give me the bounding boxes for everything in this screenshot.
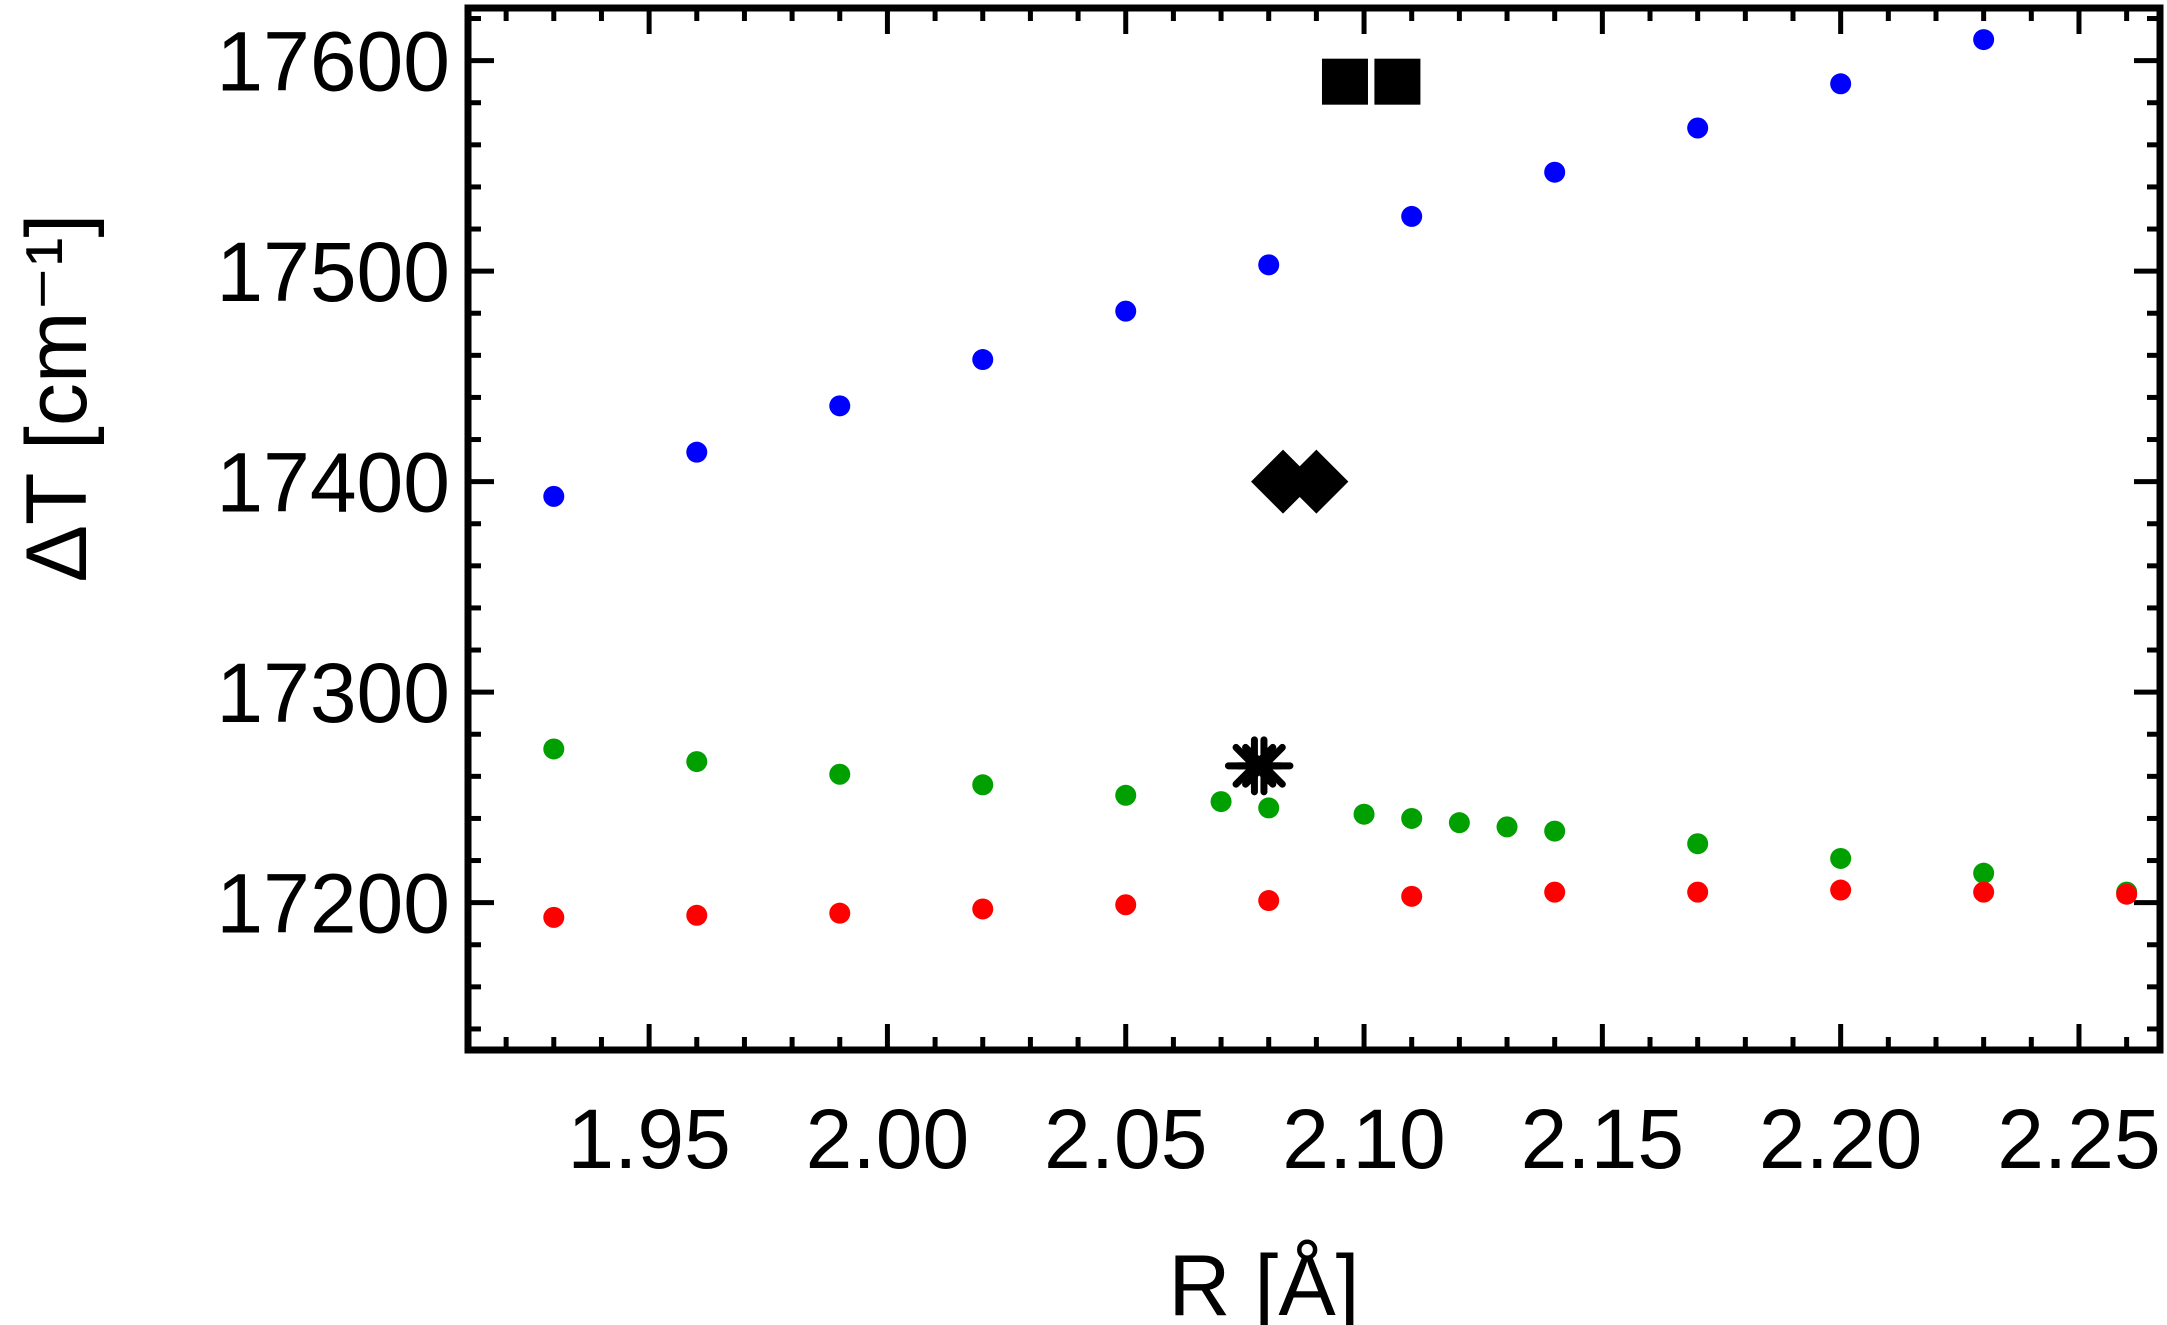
data-point: [1115, 894, 1137, 916]
data-point: [1496, 816, 1518, 838]
data-point: [1687, 833, 1709, 855]
diamond-marker: [1251, 449, 1316, 514]
data-point: [1544, 881, 1566, 903]
diamond-markers: [1251, 449, 1349, 514]
data-point: [2116, 883, 2138, 905]
x-tick-label: 2.00: [806, 1092, 970, 1186]
series-0: [543, 29, 1995, 507]
data-point: [972, 349, 994, 371]
data-point: [972, 774, 994, 796]
y-axis-title: ΔT [cm⁻¹]: [9, 214, 105, 583]
data-point: [1830, 847, 1852, 869]
data-point: [1258, 797, 1280, 819]
x-axis-tick-labels: 1.95 2.00 2.05 2.10 2.15 2.20 2.25: [567, 1092, 2160, 1186]
data-point: [1544, 161, 1566, 183]
data-point: [829, 395, 851, 417]
reference-markers: [1224, 58, 1421, 796]
diamond-marker: [1284, 449, 1349, 514]
y-tick-label: 17500: [216, 225, 450, 319]
data-point: [1401, 205, 1423, 227]
x-axis-title: R [Å]: [1168, 1238, 1359, 1325]
data-point: [1830, 879, 1852, 901]
x-tick-label: 2.20: [1759, 1092, 1923, 1186]
y-tick-label: 17400: [216, 436, 450, 530]
y-axis-tick-labels: 17200 17300 17400 17500 17600: [216, 15, 450, 951]
x-tick-label: 2.15: [1521, 1092, 1685, 1186]
data-point: [1973, 862, 1995, 884]
data-point: [1115, 784, 1137, 806]
data-point: [1544, 820, 1566, 842]
data-point: [829, 902, 851, 924]
data-point: [1687, 117, 1709, 139]
x-tick-label: 2.05: [1044, 1092, 1208, 1186]
star-marker: [1234, 736, 1294, 796]
data-point: [1258, 890, 1280, 912]
data-point: [1448, 812, 1470, 834]
square-marker: [1374, 58, 1421, 105]
data-point: [686, 904, 708, 926]
data-point: [543, 738, 565, 760]
data-point: [829, 763, 851, 785]
data-point: [972, 898, 994, 920]
series-1: [543, 738, 2138, 903]
y-tick-label: 17600: [216, 15, 450, 109]
data-point: [1353, 803, 1375, 825]
x-tick-label: 2.25: [1997, 1092, 2161, 1186]
square-marker: [1321, 58, 1368, 105]
x-tick-label: 1.95: [567, 1092, 731, 1186]
data-point: [686, 751, 708, 773]
y-tick-label: 17200: [216, 857, 450, 951]
data-point: [686, 441, 708, 463]
data-point: [1401, 885, 1423, 907]
data-point: [543, 906, 565, 928]
data-point: [1210, 791, 1232, 813]
y-tick-label: 17300: [216, 646, 450, 740]
data-point: [1830, 73, 1852, 95]
data-point: [1687, 881, 1709, 903]
data-point: [1973, 29, 1995, 51]
data-point: [1115, 300, 1137, 322]
data-point: [543, 485, 565, 507]
square-markers: [1321, 58, 1421, 105]
series-2: [543, 879, 2138, 928]
data-point: [1401, 807, 1423, 829]
x-axis-ticks: [503, 8, 2130, 1050]
x-tick-label: 2.10: [1282, 1092, 1446, 1186]
data-series: [543, 29, 2138, 928]
data-point: [1258, 254, 1280, 276]
data-point: [1973, 881, 1995, 903]
star-markers: [1224, 736, 1294, 796]
y-axis-ticks: [468, 16, 2160, 1032]
